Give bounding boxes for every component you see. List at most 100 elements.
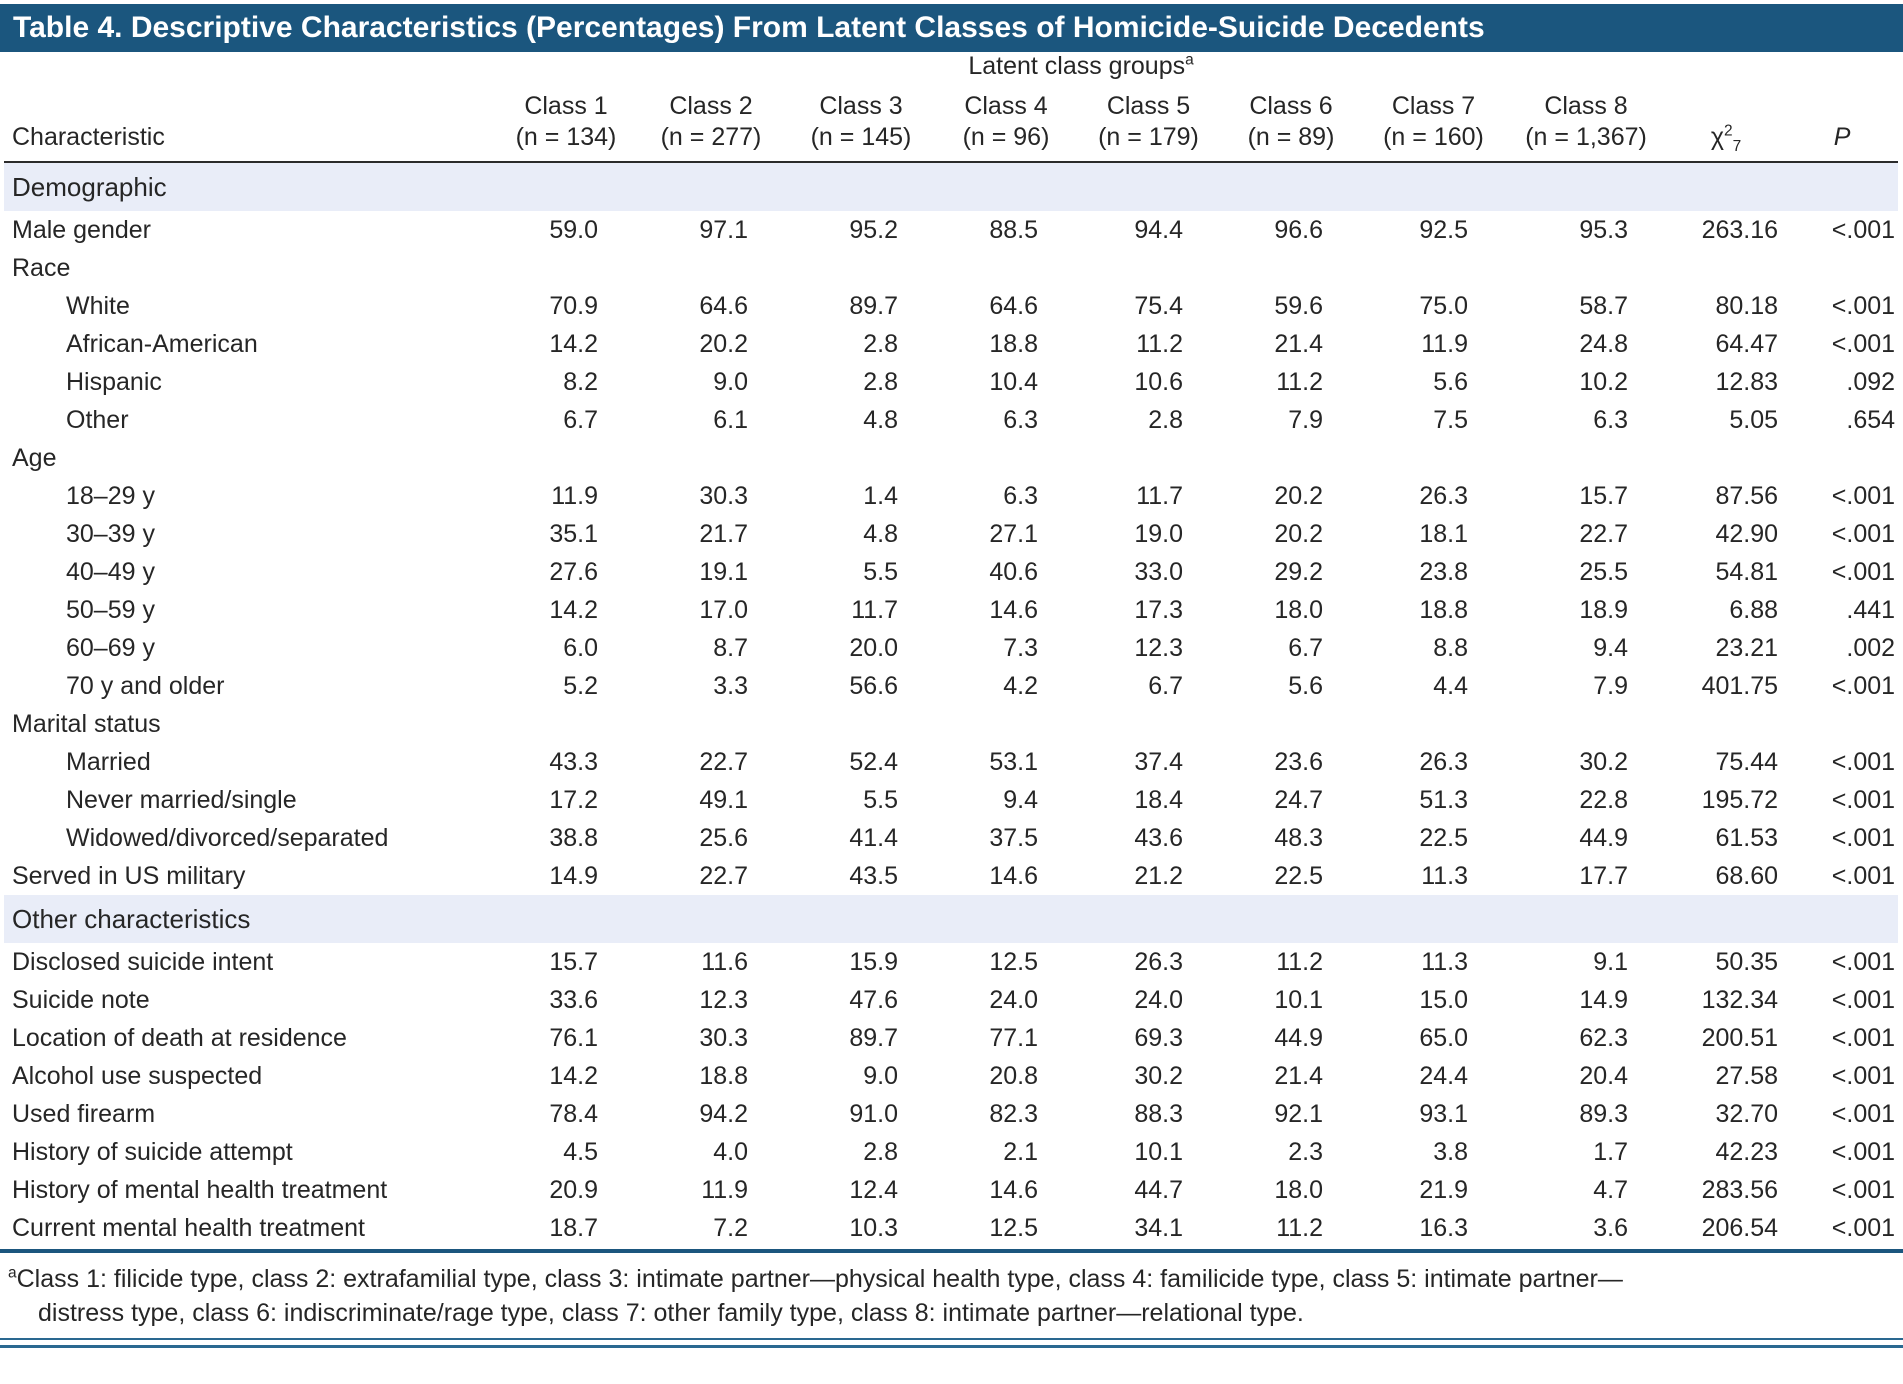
class-7-value: 7.5 bbox=[1433, 406, 1468, 434]
class-5-value: 6.7 bbox=[1148, 672, 1183, 700]
class-5-value: 24.0 bbox=[1134, 986, 1183, 1014]
class-4-value: 12.5 bbox=[989, 1214, 1038, 1242]
col-header-class-7: Class 7 (n = 160) bbox=[1361, 81, 1506, 163]
class-7-value: 93.1 bbox=[1419, 1100, 1468, 1128]
p-value: <.001 bbox=[1831, 292, 1896, 320]
col-header-characteristic: Characteristic bbox=[4, 81, 496, 163]
row-label: 60–69 y bbox=[66, 634, 155, 662]
class-1-value: 5.2 bbox=[563, 672, 598, 700]
footnote-line-2: distress type, class 6: indiscriminate/r… bbox=[38, 1299, 1304, 1327]
section-header-label: Other characteristics bbox=[4, 895, 1899, 943]
row-label: Married bbox=[66, 748, 151, 776]
class-1-value: 15.7 bbox=[549, 948, 598, 976]
class-2-value: 22.7 bbox=[699, 748, 748, 776]
class-5-value: 18.4 bbox=[1134, 786, 1183, 814]
class-8-value: 9.1 bbox=[1593, 948, 1629, 976]
class-3-value: 5.5 bbox=[863, 786, 898, 814]
chi-square-value: 27.58 bbox=[1715, 1062, 1779, 1090]
chi-square-value: 87.56 bbox=[1715, 482, 1779, 510]
class-1-value: 70.9 bbox=[549, 292, 598, 320]
class-6-value: 21.4 bbox=[1274, 1062, 1323, 1090]
col-header-class-2: Class 2 (n = 277) bbox=[636, 81, 786, 163]
class-4-value bbox=[936, 705, 1076, 743]
p-value: <.001 bbox=[1831, 330, 1896, 358]
row-label: Disclosed suicide intent bbox=[12, 948, 274, 976]
class-4-value: 6.3 bbox=[1003, 482, 1038, 510]
class-2-value: 64.6 bbox=[699, 292, 748, 320]
class-6-value: 11.2 bbox=[1276, 948, 1323, 976]
class-8-value: 7.9 bbox=[1593, 672, 1629, 700]
row-label: Marital status bbox=[12, 710, 161, 738]
class-4-value: 27.1 bbox=[989, 520, 1038, 548]
p-value: <.001 bbox=[1831, 948, 1896, 976]
chi-square-value: 401.75 bbox=[1701, 672, 1779, 700]
class-2-value: 9.0 bbox=[713, 368, 748, 396]
class-4-value: 14.6 bbox=[989, 596, 1038, 624]
row-label: Alcohol use suspected bbox=[12, 1062, 263, 1090]
class-3-value: 43.5 bbox=[849, 862, 898, 890]
row-label: 40–49 y bbox=[66, 558, 155, 586]
class-1-value: 17.2 bbox=[549, 786, 598, 814]
class-7-value: 5.6 bbox=[1433, 368, 1468, 396]
table-row: 60–69 y 6.0 8.7 20.0 7.3 12.3 6.7 8.8 9.4 23.21 .0… bbox=[4, 629, 1898, 667]
class-8-value: 3.6 bbox=[1593, 1214, 1629, 1242]
class-1-value: 14.2 bbox=[549, 1062, 598, 1090]
class-6-value bbox=[1221, 249, 1361, 287]
class-5-value: 37.4 bbox=[1134, 748, 1183, 776]
class-8-value: 58.7 bbox=[1579, 292, 1629, 320]
class-3-value: 89.7 bbox=[849, 292, 898, 320]
p-value: <.001 bbox=[1831, 986, 1896, 1014]
class-7-value: 65.0 bbox=[1419, 1024, 1468, 1052]
class-1-value: 76.1 bbox=[549, 1024, 598, 1052]
class-7-value bbox=[1361, 705, 1506, 743]
row-label: History of mental health treatment bbox=[12, 1176, 388, 1204]
class-1-value: 14.2 bbox=[549, 596, 598, 624]
class-3-value: 2.8 bbox=[863, 330, 898, 358]
class-5-value bbox=[1076, 705, 1221, 743]
class-7-value: 21.9 bbox=[1419, 1176, 1468, 1204]
class-8-value bbox=[1506, 249, 1666, 287]
class-6-value bbox=[1221, 439, 1361, 477]
class-2-value: 20.2 bbox=[699, 330, 748, 358]
class-4-value: 9.4 bbox=[1003, 786, 1038, 814]
class-1-value: 14.2 bbox=[549, 330, 598, 358]
class-4-value bbox=[936, 439, 1076, 477]
col-header-class-1: Class 1 (n = 134) bbox=[496, 81, 636, 163]
row-label: 70 y and older bbox=[66, 672, 225, 700]
class-6-value: 44.9 bbox=[1274, 1024, 1323, 1052]
class-7-value: 16.3 bbox=[1419, 1214, 1468, 1242]
class-4-value: 40.6 bbox=[989, 558, 1038, 586]
class-4-value: 14.6 bbox=[989, 862, 1038, 890]
class-2-value: 97.1 bbox=[699, 216, 748, 244]
row-label: Location of death at residence bbox=[12, 1024, 347, 1052]
p-value: .092 bbox=[1846, 368, 1896, 396]
table-row: Male gender 59.0 97.1 95.2 88.5 94.4 96.6 92.5 9… bbox=[4, 211, 1898, 249]
section-header-row: Other characteristics bbox=[4, 895, 1899, 943]
table-title: Table 4. Descriptive Characteristics (Pe… bbox=[13, 11, 1485, 44]
class-7-value: 51.3 bbox=[1419, 786, 1468, 814]
class-6-value: 18.0 bbox=[1274, 596, 1323, 624]
class-4-value: 53.1 bbox=[989, 748, 1038, 776]
class-6-value: 11.2 bbox=[1276, 368, 1323, 396]
row-label: 18–29 y bbox=[66, 482, 155, 510]
class-8-value: 20.4 bbox=[1579, 1062, 1629, 1090]
class-1-value bbox=[496, 249, 636, 287]
class-5-value: 69.3 bbox=[1134, 1024, 1183, 1052]
table-row: Never married/single 17.2 49.1 5.5 9.4 18.4 24… bbox=[4, 781, 1898, 819]
class-1-value bbox=[496, 439, 636, 477]
class-6-value: 20.2 bbox=[1274, 520, 1323, 548]
class-8-value bbox=[1506, 705, 1666, 743]
class-6-value: 96.6 bbox=[1274, 216, 1323, 244]
col-header-p: P bbox=[1786, 81, 1899, 163]
class-6-value: 23.6 bbox=[1274, 748, 1323, 776]
column-header-row: Characteristic Class 1 (n = 134) Class 2(… bbox=[4, 81, 1899, 163]
p-value: <.001 bbox=[1831, 786, 1896, 814]
class-5-value: 44.7 bbox=[1134, 1176, 1183, 1204]
row-label: Male gender bbox=[12, 216, 151, 244]
class-7-value: 92.5 bbox=[1419, 216, 1468, 244]
class-5-value: 17.3 bbox=[1134, 596, 1183, 624]
class-7-value: 22.5 bbox=[1419, 824, 1468, 852]
class-5-value: 11.2 bbox=[1136, 330, 1183, 358]
latent-class-groups-header: Latent class groupsa bbox=[496, 52, 1666, 81]
class-2-value: 12.3 bbox=[699, 986, 748, 1014]
